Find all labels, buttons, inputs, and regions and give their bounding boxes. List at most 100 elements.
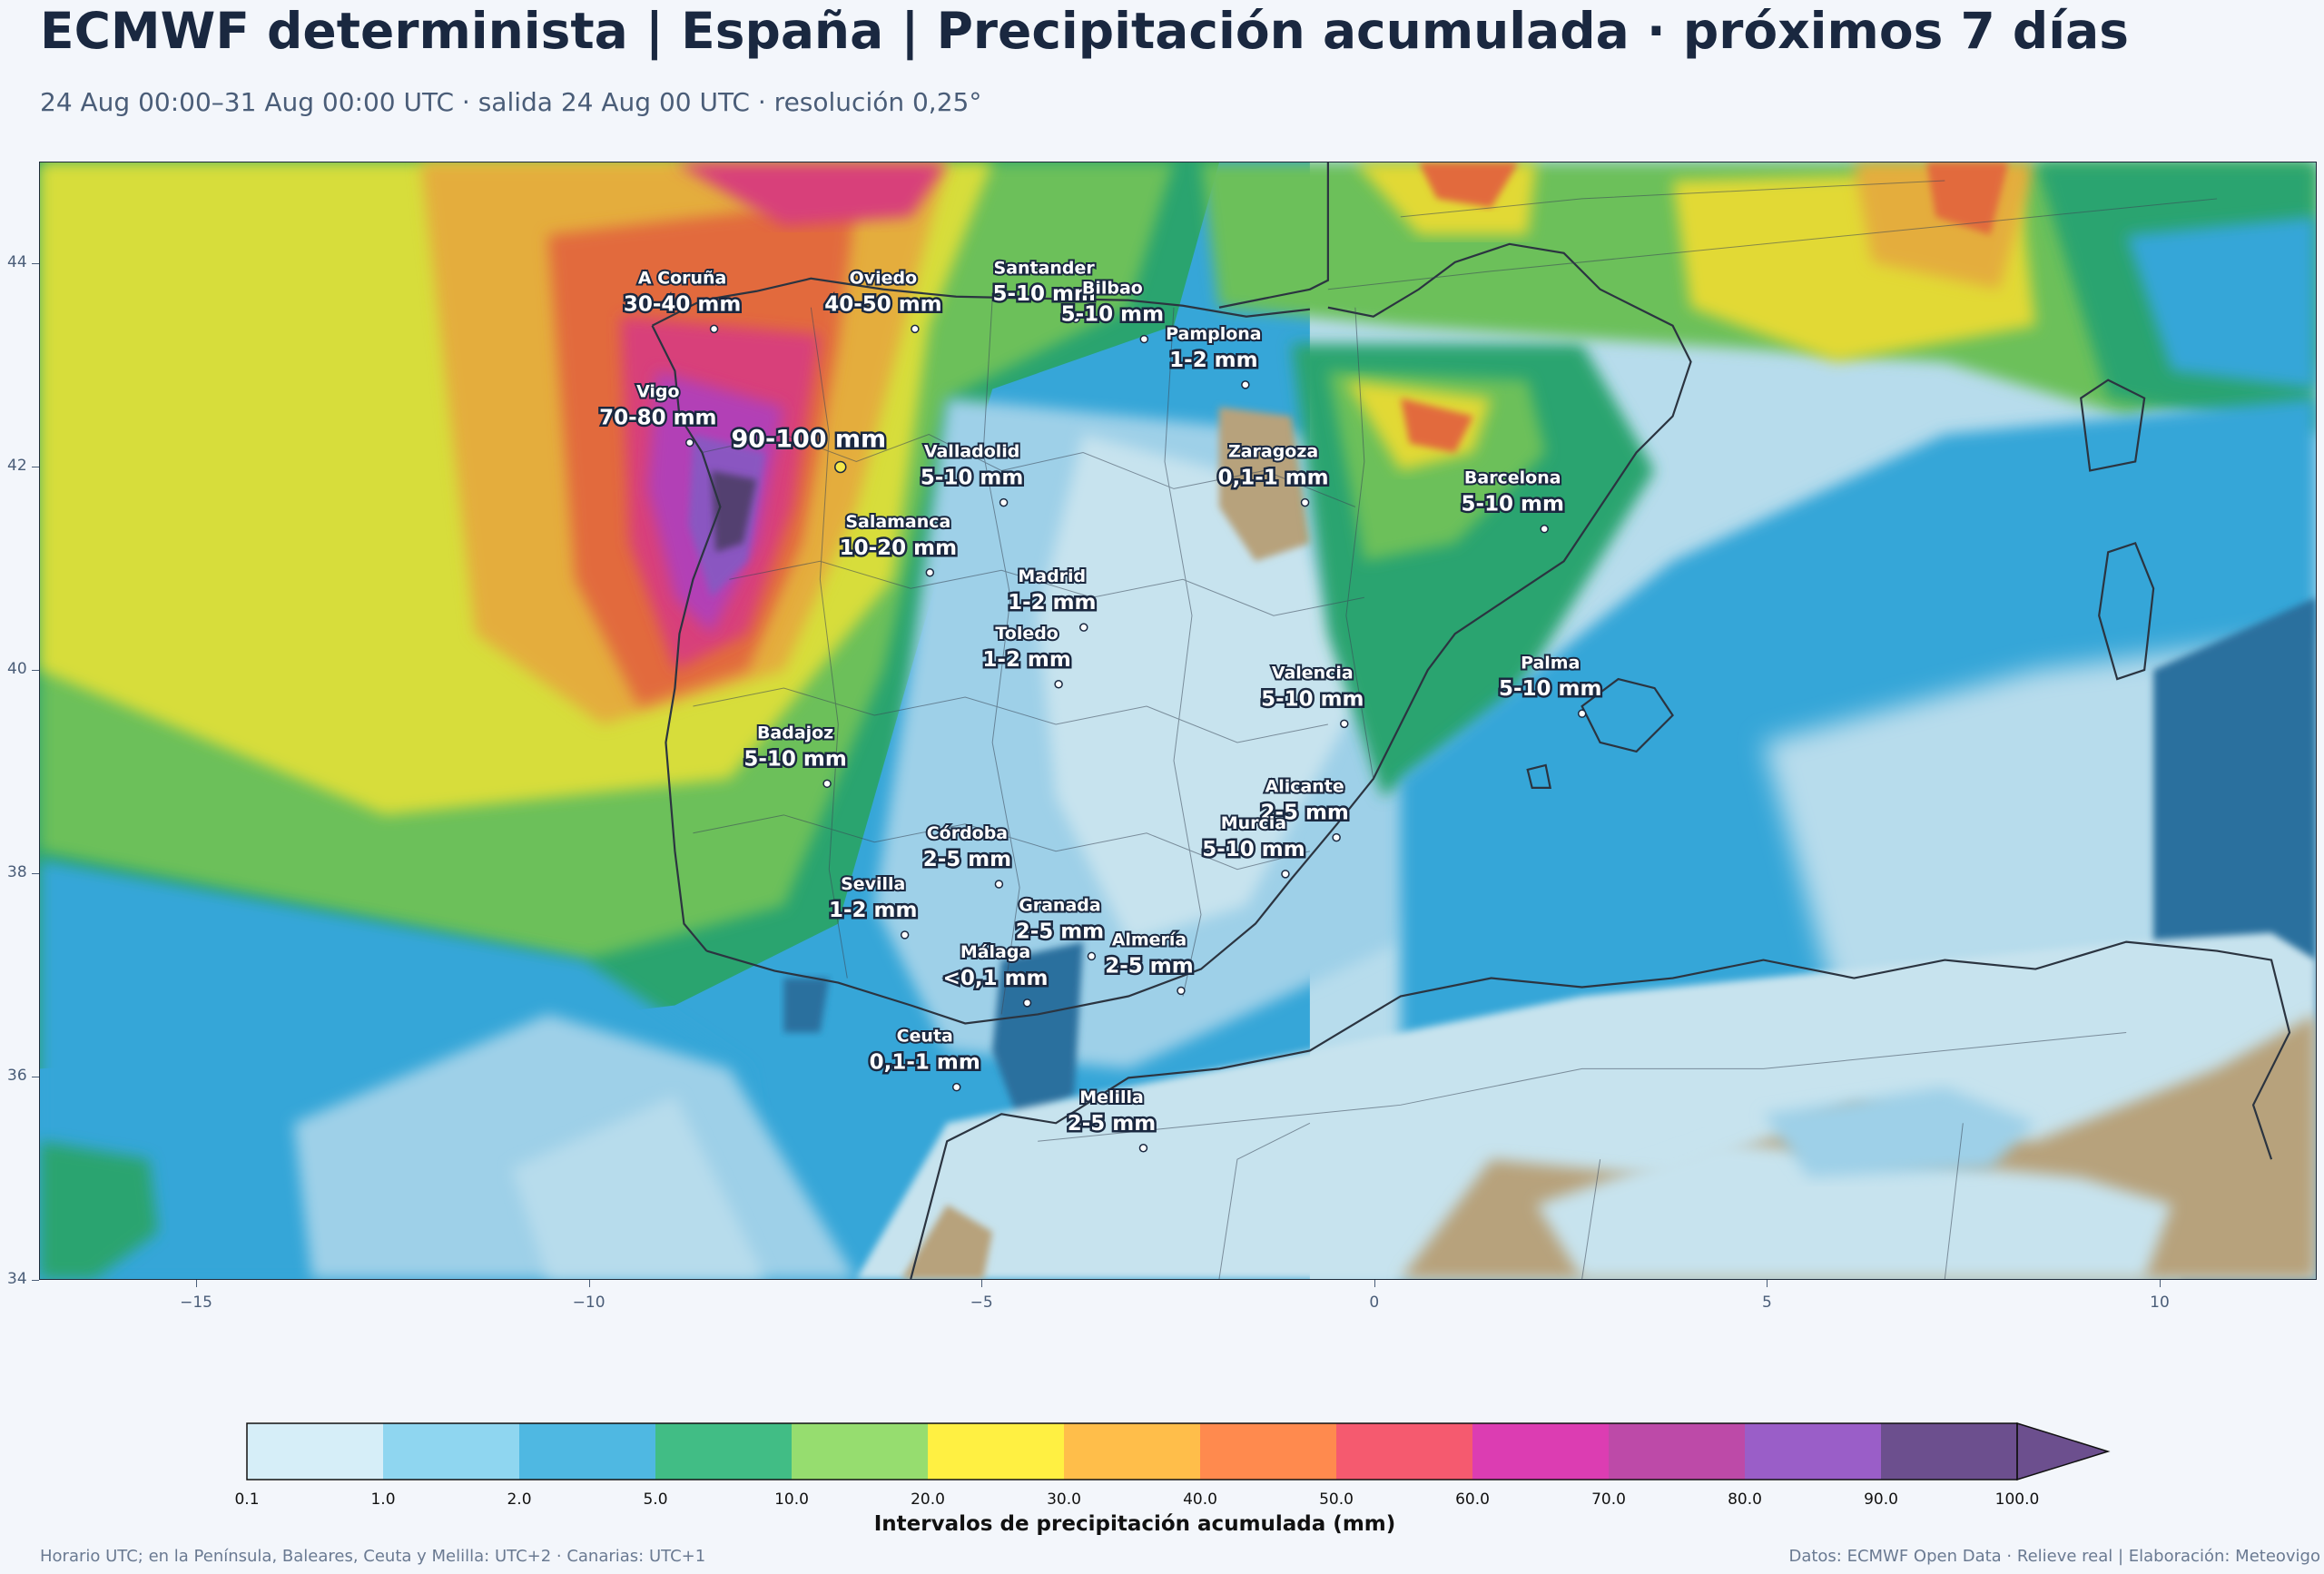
lat-tick-mark xyxy=(32,263,39,264)
city-precip-value: 5-10 mm xyxy=(1202,838,1305,861)
colorbar-segment xyxy=(383,1423,519,1480)
city-marker[interactable]: Valencia 5-10 mm xyxy=(1259,661,1366,729)
city-dot xyxy=(1079,623,1088,632)
city-name: Oviedo xyxy=(850,268,917,288)
city-precip-value: 30-40 mm xyxy=(624,292,741,316)
city-precip-value: 5-10 mm xyxy=(1462,493,1564,516)
city-name: Salamanca xyxy=(845,512,950,532)
city-marker[interactable]: Melilla 2-5 mm xyxy=(1065,1086,1158,1153)
lon-tick-mark xyxy=(196,1280,198,1287)
colorbar-title: Intervalos de precipitación acumulada (m… xyxy=(873,1512,1396,1536)
city-name: Córdoba xyxy=(927,823,1008,843)
colorbar-tick-label: 80.0 xyxy=(1728,1490,1762,1509)
city-dot xyxy=(951,1082,961,1092)
city-marker[interactable]: Toledo 1-2 mm xyxy=(980,622,1073,689)
city-marker[interactable]: Ceuta 0,1-1 mm xyxy=(867,1025,982,1092)
city-marker[interactable]: A Coruña 30-40 mm xyxy=(621,266,743,334)
colorbar-segment xyxy=(1200,1423,1336,1480)
colorbar-tick-label: 40.0 xyxy=(1183,1490,1217,1509)
colorbar-tick-label: 60.0 xyxy=(1455,1490,1490,1509)
city-dot xyxy=(1281,870,1290,879)
city-dot xyxy=(925,568,935,577)
city-marker[interactable]: Badajoz 5-10 mm xyxy=(742,721,849,789)
colorbar-tick-label: 1.0 xyxy=(370,1490,396,1509)
precipitation-map[interactable]: A Coruña 30-40 mm Oviedo 40-50 mm Santander 5… xyxy=(39,162,2317,1280)
lat-tick-label: 34 xyxy=(7,1270,27,1288)
colorbar-outline xyxy=(246,1422,2018,1481)
city-name: Málaga xyxy=(960,942,1030,962)
city-name: Badajoz xyxy=(757,723,833,743)
colorbar-segment xyxy=(1336,1423,1472,1480)
city-dot xyxy=(911,324,920,334)
city-dot xyxy=(1022,999,1032,1008)
city-marker[interactable]: Córdoba 2-5 mm xyxy=(921,821,1014,889)
colorbar-tick-label: 20.0 xyxy=(911,1490,945,1509)
colorbar-segment xyxy=(1472,1423,1609,1480)
city-name: Valencia xyxy=(1272,663,1354,683)
city-marker[interactable]: Vigo 70-80 mm xyxy=(597,380,719,448)
lon-tick-mark xyxy=(588,1280,590,1287)
city-marker[interactable]: Palma 5-10 mm xyxy=(1497,651,1604,718)
city-marker[interactable]: Madrid 1-2 mm xyxy=(1006,565,1098,632)
city-marker[interactable]: Salamanca 10-20 mm xyxy=(837,510,960,577)
city-marker[interactable]: Murcia 5-10 mm xyxy=(1200,812,1307,879)
city-precip-value: 5-10 mm xyxy=(1261,687,1364,711)
city-precip-value: 5-10 mm xyxy=(1061,303,1164,327)
lat-tick-label: 42 xyxy=(7,457,27,475)
city-marker[interactable]: Málaga <0,1 mm xyxy=(940,940,1050,1008)
city-name: Alicante xyxy=(1265,777,1344,797)
city-marker[interactable]: Valladolid 5-10 mm xyxy=(918,440,1026,507)
city-marker[interactable]: 90-100 mm xyxy=(729,423,889,474)
colorbar-segment xyxy=(1609,1423,1745,1480)
city-marker[interactable]: Santander 5-10 mm xyxy=(990,256,1098,323)
city-marker[interactable]: Alicante 2-5 mm xyxy=(1258,775,1351,842)
city-dot xyxy=(1540,524,1549,534)
city-precip-value: 5-10 mm xyxy=(743,747,846,771)
lat-tick-label: 36 xyxy=(7,1067,27,1085)
city-marker[interactable]: Pamplona 1-2 mm xyxy=(1164,322,1264,389)
lat-tick-label: 40 xyxy=(7,660,27,678)
city-dot xyxy=(1054,680,1063,689)
map-canvas[interactable]: A Coruña 30-40 mm Oviedo 40-50 mm Santander 5… xyxy=(40,162,2316,1279)
city-name: Pamplona xyxy=(1166,324,1261,344)
colorbar-segment xyxy=(247,1423,383,1480)
city-dot xyxy=(709,324,719,334)
city-marker[interactable]: Bilbao 5-10 mm xyxy=(1059,277,1167,344)
colorbar-tick-label: 50.0 xyxy=(1319,1490,1354,1509)
lon-tick-label: 0 xyxy=(1369,1294,1380,1312)
city-marker[interactable]: Zaragoza 0,1-1 mm xyxy=(1216,440,1331,507)
city-dot xyxy=(1340,719,1349,729)
city-marker[interactable]: Oviedo 40-50 mm xyxy=(822,266,944,334)
city-name: Sevilla xyxy=(841,874,905,894)
city-precip-value: 0,1-1 mm xyxy=(1218,467,1329,490)
city-dot xyxy=(1087,951,1097,961)
city-precip-value: 5-10 mm xyxy=(992,282,1095,306)
city-name: Palma xyxy=(1521,653,1580,673)
colorbar-extend-arrow xyxy=(2016,1422,2111,1481)
lat-tick-label: 44 xyxy=(7,253,27,271)
city-dot xyxy=(994,880,1004,889)
city-name: Melilla xyxy=(1079,1087,1144,1107)
city-marker[interactable]: Barcelona 5-10 mm xyxy=(1459,467,1566,534)
page-subtitle: 24 Aug 00:00–31 Aug 00:00 UTC · salida 2… xyxy=(40,87,982,117)
city-name: Murcia xyxy=(1221,813,1286,833)
city-marker[interactable]: Granada 2-5 mm xyxy=(1013,894,1107,961)
city-name: Barcelona xyxy=(1464,468,1561,488)
city-marker[interactable]: Almería 2-5 mm xyxy=(1103,929,1196,996)
city-name: A Coruña xyxy=(638,268,726,288)
city-dot xyxy=(900,930,910,939)
page-title: ECMWF determinista | España | Precipitac… xyxy=(40,2,2130,60)
colorbar-bar xyxy=(246,1422,2111,1481)
lat-tick-label: 38 xyxy=(7,863,27,881)
city-name: Valladolid xyxy=(924,442,1019,462)
lon-tick-mark xyxy=(2159,1280,2161,1287)
city-name: Zaragoza xyxy=(1228,442,1318,462)
city-labels: A Coruña 30-40 mm Oviedo 40-50 mm Santander 5… xyxy=(597,256,1604,1153)
colorbar-tick-label: 0.1 xyxy=(234,1490,260,1509)
coastlines xyxy=(651,162,2291,1279)
colorbar-segment xyxy=(1881,1423,2017,1480)
city-marker[interactable]: Sevilla 1-2 mm xyxy=(826,872,920,939)
max-precip-value: 90-100 mm xyxy=(732,426,887,454)
footer-timezone-note: Horario UTC; en la Península, Baleares, … xyxy=(40,1547,706,1566)
city-name: Vigo xyxy=(636,382,679,402)
